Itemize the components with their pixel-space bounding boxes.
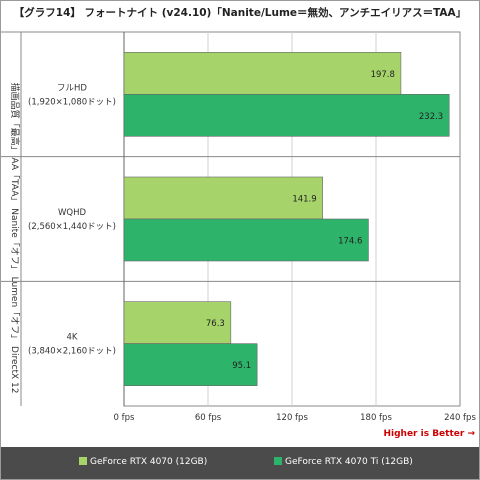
bar-s1-2 — [123, 301, 232, 344]
category-name-1: WQHD — [58, 208, 86, 218]
legend-item-series-2: GeForce RTX 4070 Ti (12GB) — [274, 457, 413, 467]
category-name-0: フルHD — [57, 83, 87, 93]
category-resolution-1: (2,560×1,440ドット) — [28, 222, 116, 232]
x-tick-label-60: 60 fps — [195, 413, 222, 423]
legend-swatch-series-2 — [274, 457, 282, 465]
chart-title: 【グラフ14】 フォートナイト (v24.10)「Nanite/Lume＝無効、… — [13, 7, 467, 19]
legend-label-series-1: GeForce RTX 4070 (12GB) — [90, 457, 208, 467]
y-axis-label: 描画品質「最高」 AA「TAA」 Nanite「オフ」 Lumen「オフ」 Di… — [9, 83, 21, 394]
bars-layer — [123, 52, 450, 386]
data-label-s2-0: 232.3 — [419, 112, 443, 122]
data-label-s2-2: 95.1 — [232, 361, 251, 371]
data-label-s1-0: 197.8 — [371, 70, 395, 80]
labels-layer: 0 fps 60 fps 120 fps 180 fps 240 fps フルHD (1,9… — [28, 70, 476, 423]
bar-s2-1 — [123, 218, 369, 262]
data-label-s2-1: 174.6 — [338, 237, 362, 247]
legend: GeForce RTX 4070 (12GB) GeForce RTX 4070… — [1, 447, 479, 479]
bar-s1-1 — [123, 176, 323, 220]
higher-is-better-note: Higher is Better → — [383, 429, 475, 439]
bar-s2-0 — [123, 94, 450, 137]
x-tick-label-240: 240 fps — [444, 413, 476, 423]
legend-label-series-2: GeForce RTX 4070 Ti (12GB) — [285, 457, 413, 467]
data-label-s1-2: 76.3 — [206, 319, 225, 329]
x-tick-label-0: 0 fps — [114, 413, 135, 423]
legend-item-series-1: GeForce RTX 4070 (12GB) — [79, 457, 207, 467]
category-resolution-2: (3,840×2,160ドット) — [28, 347, 116, 357]
legend-swatch-series-1 — [79, 457, 87, 465]
bar-s1-0 — [123, 52, 402, 95]
bar-s2-2 — [123, 343, 258, 386]
x-tick-label-180: 180 fps — [360, 413, 392, 423]
data-label-s1-1: 141.9 — [292, 195, 316, 205]
category-resolution-0: (1,920×1,080ドット) — [28, 97, 116, 107]
category-name-2: 4K — [67, 333, 78, 343]
x-tick-label-120: 120 fps — [276, 413, 308, 423]
bar-chart: 0 fps 60 fps 120 fps 180 fps 240 fps フルHD (1,9… — [1, 31, 476, 439]
